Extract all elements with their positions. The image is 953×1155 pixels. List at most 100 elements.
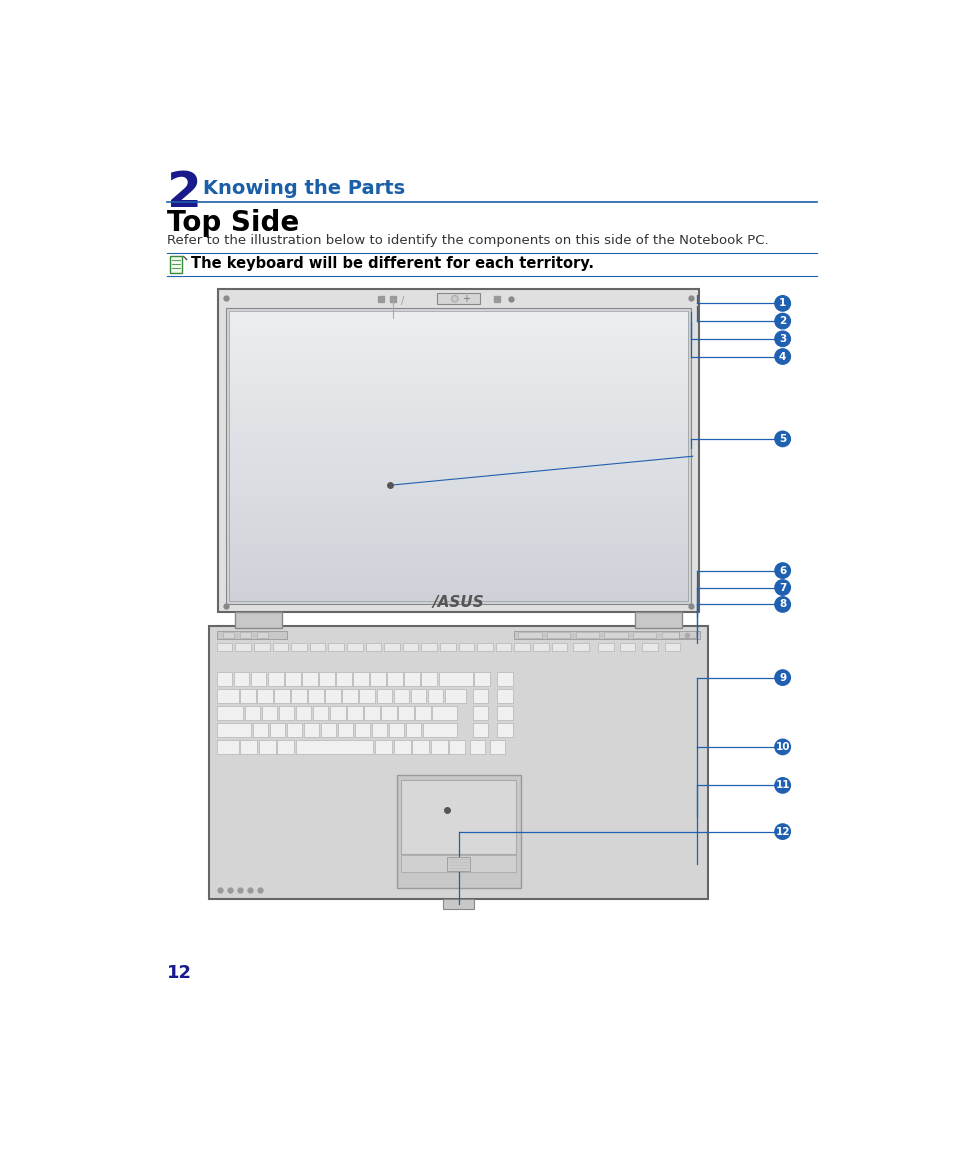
Bar <box>229 370 687 380</box>
Bar <box>295 706 311 720</box>
Bar <box>438 672 472 686</box>
Bar <box>240 632 251 638</box>
Bar <box>421 643 436 650</box>
Bar <box>229 485 687 497</box>
Circle shape <box>774 824 790 840</box>
Bar <box>355 723 370 737</box>
Bar <box>370 672 385 686</box>
Bar <box>229 427 687 438</box>
Bar <box>209 626 707 900</box>
Bar <box>286 723 302 737</box>
Circle shape <box>774 296 790 311</box>
Text: 9: 9 <box>779 672 785 683</box>
Bar <box>472 706 488 720</box>
Bar <box>229 465 687 477</box>
Bar <box>251 672 266 686</box>
Bar <box>439 643 456 650</box>
Bar <box>381 706 396 720</box>
Bar <box>170 256 182 274</box>
Bar <box>661 632 684 638</box>
Text: Knowing the Parts: Knowing the Parts <box>203 179 405 198</box>
Bar <box>335 672 352 686</box>
Bar <box>432 706 456 720</box>
Text: Top Side: Top Side <box>167 209 299 238</box>
Bar <box>325 690 340 703</box>
Bar <box>295 740 373 754</box>
Text: 6: 6 <box>779 566 785 575</box>
Circle shape <box>452 296 457 301</box>
Bar <box>497 723 513 737</box>
Bar <box>598 643 613 650</box>
Bar <box>313 706 328 720</box>
Bar <box>216 723 251 737</box>
Text: 3: 3 <box>779 334 785 344</box>
Bar <box>415 706 431 720</box>
Text: 10: 10 <box>775 742 789 752</box>
Bar <box>436 293 480 304</box>
Bar <box>573 643 588 650</box>
Bar <box>223 632 233 638</box>
Bar <box>229 311 687 602</box>
Bar <box>229 591 687 603</box>
Bar <box>497 690 513 703</box>
Bar <box>308 690 323 703</box>
Bar <box>447 857 470 871</box>
Bar <box>303 723 319 737</box>
Bar <box>270 723 285 737</box>
Bar <box>291 643 307 650</box>
Bar <box>218 289 699 612</box>
Bar <box>229 350 687 360</box>
Bar <box>229 340 687 351</box>
Bar <box>394 740 410 754</box>
Bar <box>257 632 268 638</box>
Bar <box>476 643 493 650</box>
Bar <box>291 690 307 703</box>
Bar <box>285 672 300 686</box>
Bar <box>229 379 687 389</box>
Circle shape <box>774 349 790 364</box>
Bar <box>277 740 294 754</box>
Bar <box>229 543 687 554</box>
Bar <box>258 740 275 754</box>
Circle shape <box>453 297 456 300</box>
Text: 4: 4 <box>779 351 785 362</box>
Bar <box>389 723 404 737</box>
Bar <box>619 643 635 650</box>
Bar <box>229 321 687 331</box>
Bar <box>359 690 375 703</box>
Text: Refer to the illustration below to identify the components on this side of the N: Refer to the illustration below to ident… <box>167 234 768 247</box>
Bar <box>364 706 379 720</box>
Bar <box>575 632 598 638</box>
Bar <box>229 398 687 409</box>
Bar <box>664 643 679 650</box>
Bar <box>229 505 687 515</box>
Bar <box>489 740 505 754</box>
Bar <box>216 672 233 686</box>
Bar <box>372 723 387 737</box>
Bar <box>240 740 257 754</box>
Bar <box>497 706 513 720</box>
Text: /: / <box>401 296 404 306</box>
Bar <box>347 643 362 650</box>
Bar <box>458 643 474 650</box>
Bar <box>216 690 238 703</box>
Circle shape <box>774 739 790 754</box>
Bar <box>253 723 268 737</box>
Bar <box>604 632 627 638</box>
Bar <box>404 672 419 686</box>
Bar <box>257 690 273 703</box>
Bar <box>229 456 687 467</box>
Bar <box>229 582 687 593</box>
Bar <box>514 631 700 639</box>
Bar <box>412 740 429 754</box>
Bar <box>444 690 466 703</box>
Bar <box>342 690 357 703</box>
Bar <box>394 690 409 703</box>
Circle shape <box>774 777 790 793</box>
Bar <box>410 690 426 703</box>
Bar <box>229 514 687 526</box>
Bar <box>229 408 687 418</box>
Bar <box>310 643 325 650</box>
Bar <box>229 437 687 448</box>
Bar <box>496 643 511 650</box>
